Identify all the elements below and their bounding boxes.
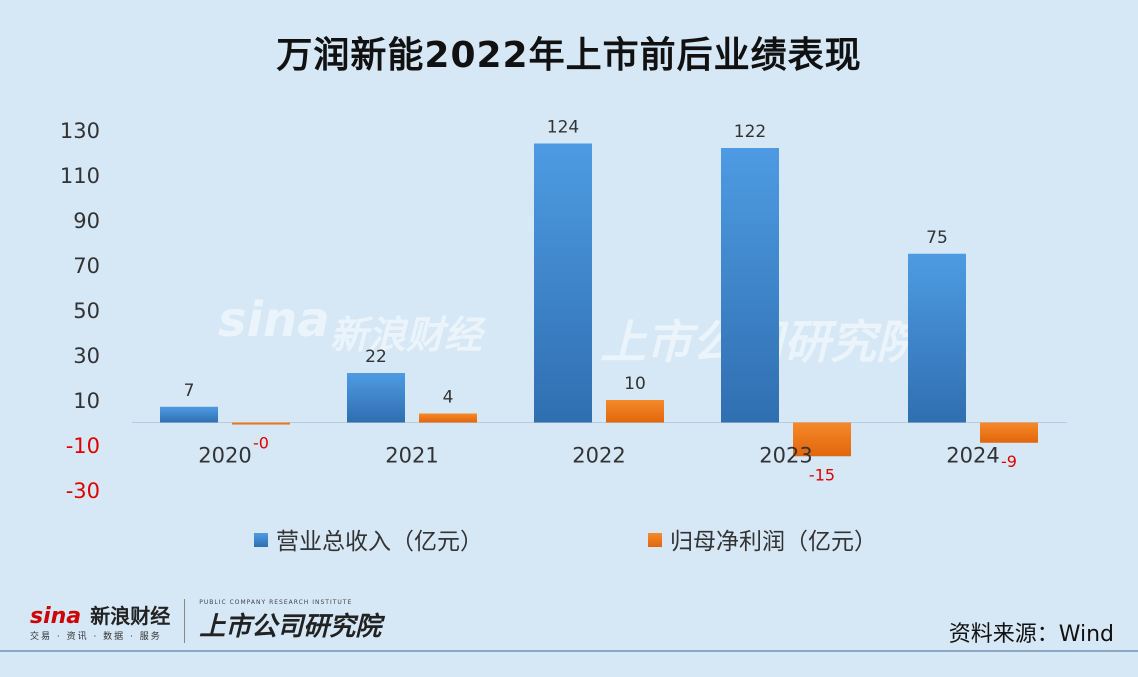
bar-revenue (160, 406, 218, 423)
watermark-sina: sina (218, 292, 330, 348)
y-tick-label: 130 (60, 119, 100, 143)
data-label: 22 (365, 347, 387, 367)
bar-revenue (534, 143, 592, 423)
watermark-sina-cn: 新浪财经 (330, 313, 483, 357)
data-label: 124 (547, 118, 579, 138)
institute-logo-en: PUBLIC COMPANY RESEARCH INSTITUTE (199, 599, 353, 606)
sina-logo: sina 新浪财经 交易 · 资讯 · 数据 · 服务 (30, 600, 170, 642)
bar-revenue (347, 373, 405, 423)
bar-revenue (908, 253, 966, 423)
legend-swatch (254, 533, 268, 547)
bottom-divider (0, 650, 1138, 652)
y-tick-label: 10 (73, 389, 100, 413)
bar-revenue (721, 148, 779, 423)
institute-logo-cn: 上市公司研究院 (199, 612, 382, 642)
legend-label: 归母净利润（亿元） (670, 529, 877, 555)
data-label: 7 (184, 381, 195, 401)
data-label: 10 (624, 374, 646, 394)
x-tick-label: 2022 (572, 444, 625, 468)
data-label: -0 (253, 434, 269, 453)
legend-label: 营业总收入（亿元） (276, 529, 483, 555)
data-label: 122 (734, 122, 766, 142)
bar-profit (793, 422, 851, 457)
sina-logo-sub: 交易 · 资讯 · 数据 · 服务 (30, 632, 162, 642)
x-tick-label: 2023 (759, 444, 812, 468)
bar-profit (980, 422, 1038, 443)
y-tick-label: 90 (73, 209, 100, 233)
chart-title: 万润新能2022年上市前后业绩表现 (276, 35, 862, 76)
source-note: 资料来源：Wind (948, 622, 1114, 647)
institute-logo: PUBLIC COMPANY RESEARCH INSTITUTE 上市公司研究… (199, 599, 381, 643)
data-label: 4 (443, 388, 454, 408)
legend-swatch (648, 533, 662, 547)
bar-profit (419, 413, 477, 423)
y-tick-label: 30 (73, 344, 100, 368)
y-tick-label: 70 (73, 254, 100, 278)
data-label: 75 (926, 228, 948, 248)
sina-logo-text: sina (30, 604, 82, 629)
x-tick-label: 2020 (198, 444, 251, 468)
y-tick-label: 50 (73, 299, 100, 323)
logo-separator (184, 599, 186, 643)
bar-profit (232, 422, 290, 425)
x-tick-label: 2021 (385, 444, 438, 468)
x-tick-label: 2024 (946, 444, 999, 468)
footer-logos: sina 新浪财经 交易 · 资讯 · 数据 · 服务 PUBLIC COMPA… (30, 596, 381, 646)
y-tick-label: -10 (66, 434, 100, 458)
sina-logo-cn: 新浪财经 (90, 604, 171, 628)
bar-profit (606, 400, 664, 423)
y-tick-label: -30 (66, 479, 100, 503)
y-tick-label: 110 (60, 164, 100, 188)
data-label: -9 (1001, 452, 1017, 471)
data-label: -15 (809, 465, 835, 484)
